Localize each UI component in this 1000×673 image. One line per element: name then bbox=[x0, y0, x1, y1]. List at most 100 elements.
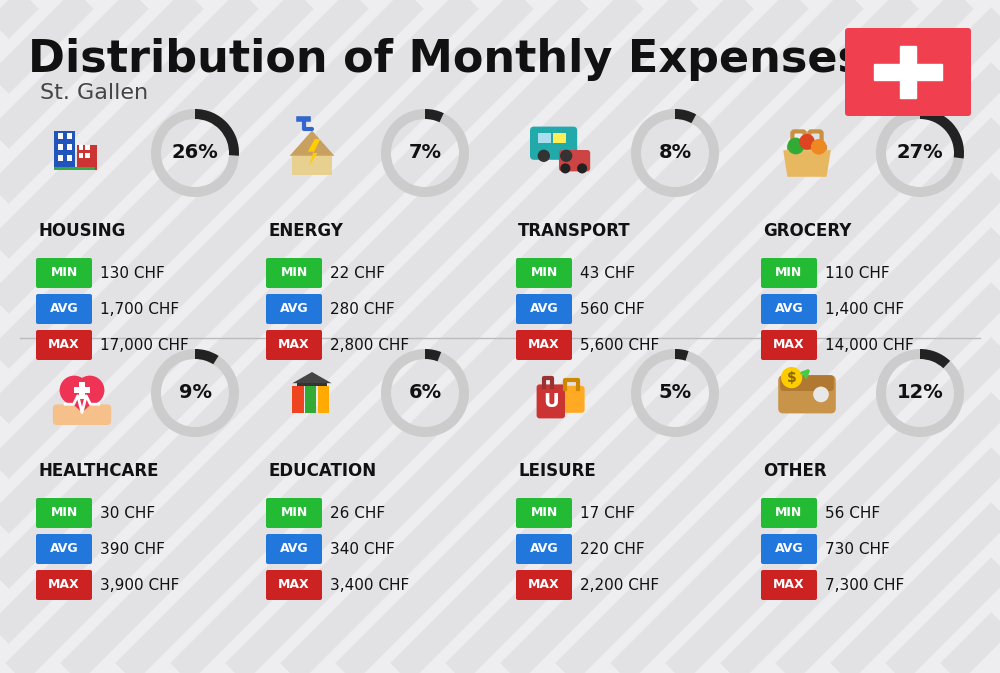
Polygon shape bbox=[308, 139, 320, 166]
Text: U: U bbox=[543, 392, 559, 411]
Bar bbox=[58, 144, 63, 150]
Text: 7,300 CHF: 7,300 CHF bbox=[825, 577, 904, 592]
Text: GROCERY: GROCERY bbox=[763, 222, 851, 240]
Text: 2,800 CHF: 2,800 CHF bbox=[330, 337, 409, 353]
Text: 17 CHF: 17 CHF bbox=[580, 505, 635, 520]
Wedge shape bbox=[631, 109, 719, 197]
Text: 1,700 CHF: 1,700 CHF bbox=[100, 302, 179, 316]
Bar bbox=[79, 145, 83, 149]
Circle shape bbox=[799, 134, 815, 149]
FancyBboxPatch shape bbox=[530, 127, 577, 160]
Wedge shape bbox=[425, 349, 441, 361]
FancyBboxPatch shape bbox=[516, 570, 572, 600]
FancyBboxPatch shape bbox=[516, 330, 572, 360]
Bar bbox=[292, 156, 332, 176]
Text: 9%: 9% bbox=[178, 384, 212, 402]
Circle shape bbox=[538, 149, 550, 162]
Text: AVG: AVG bbox=[775, 542, 803, 555]
Bar bbox=[67, 144, 72, 150]
Text: 5,600 CHF: 5,600 CHF bbox=[580, 337, 659, 353]
FancyBboxPatch shape bbox=[516, 258, 572, 288]
Text: MIN: MIN bbox=[50, 267, 78, 279]
Text: 26 CHF: 26 CHF bbox=[330, 505, 385, 520]
Text: AVG: AVG bbox=[50, 302, 78, 316]
Text: MAX: MAX bbox=[773, 339, 805, 351]
Text: MAX: MAX bbox=[528, 339, 560, 351]
Wedge shape bbox=[381, 109, 469, 197]
FancyBboxPatch shape bbox=[53, 404, 111, 425]
Text: EDUCATION: EDUCATION bbox=[268, 462, 376, 480]
Bar bbox=[538, 133, 551, 143]
Text: MAX: MAX bbox=[528, 579, 560, 592]
FancyBboxPatch shape bbox=[845, 28, 971, 116]
Text: MIN: MIN bbox=[530, 507, 558, 520]
Bar bbox=[85, 145, 90, 149]
FancyBboxPatch shape bbox=[36, 570, 92, 600]
FancyBboxPatch shape bbox=[559, 386, 585, 413]
FancyBboxPatch shape bbox=[761, 498, 817, 528]
Text: St. Gallen: St. Gallen bbox=[40, 83, 148, 103]
Bar bbox=[58, 155, 63, 162]
Text: MIN: MIN bbox=[775, 507, 803, 520]
Text: 12%: 12% bbox=[897, 384, 943, 402]
Text: MAX: MAX bbox=[278, 579, 310, 592]
FancyBboxPatch shape bbox=[36, 330, 92, 360]
FancyBboxPatch shape bbox=[761, 294, 817, 324]
Bar bbox=[79, 153, 83, 158]
Text: 27%: 27% bbox=[897, 143, 943, 162]
Bar bbox=[318, 386, 329, 413]
Wedge shape bbox=[675, 109, 696, 123]
Wedge shape bbox=[675, 349, 689, 361]
Text: 3,900 CHF: 3,900 CHF bbox=[100, 577, 179, 592]
Polygon shape bbox=[292, 372, 332, 383]
Wedge shape bbox=[876, 109, 964, 197]
Bar bbox=[54, 167, 95, 170]
Text: MAX: MAX bbox=[48, 339, 80, 351]
Text: 2,200 CHF: 2,200 CHF bbox=[580, 577, 659, 592]
Wedge shape bbox=[381, 349, 469, 437]
Bar bbox=[292, 386, 304, 413]
Bar bbox=[74, 388, 90, 393]
Bar bbox=[58, 133, 63, 139]
FancyBboxPatch shape bbox=[266, 294, 322, 324]
Bar bbox=[305, 386, 316, 413]
Bar bbox=[79, 382, 85, 398]
FancyBboxPatch shape bbox=[266, 534, 322, 564]
Text: 8%: 8% bbox=[658, 143, 692, 162]
Wedge shape bbox=[876, 349, 964, 437]
Text: ENERGY: ENERGY bbox=[268, 222, 343, 240]
Text: 6%: 6% bbox=[408, 384, 442, 402]
Bar bbox=[67, 155, 72, 162]
Text: 110 CHF: 110 CHF bbox=[825, 266, 890, 281]
Circle shape bbox=[781, 367, 802, 388]
FancyBboxPatch shape bbox=[36, 294, 92, 324]
Text: 43 CHF: 43 CHF bbox=[580, 266, 635, 281]
Text: MIN: MIN bbox=[775, 267, 803, 279]
Wedge shape bbox=[631, 349, 719, 437]
Text: MIN: MIN bbox=[50, 507, 78, 520]
Text: 26%: 26% bbox=[172, 143, 218, 162]
Text: 730 CHF: 730 CHF bbox=[825, 542, 890, 557]
Text: 30 CHF: 30 CHF bbox=[100, 505, 155, 520]
Circle shape bbox=[813, 386, 829, 402]
Wedge shape bbox=[920, 109, 964, 159]
Text: HOUSING: HOUSING bbox=[38, 222, 125, 240]
FancyBboxPatch shape bbox=[559, 150, 590, 172]
FancyBboxPatch shape bbox=[761, 570, 817, 600]
Circle shape bbox=[60, 376, 89, 404]
FancyBboxPatch shape bbox=[36, 498, 92, 528]
FancyBboxPatch shape bbox=[761, 258, 817, 288]
FancyBboxPatch shape bbox=[537, 384, 565, 419]
Text: AVG: AVG bbox=[775, 302, 803, 316]
Text: HEALTHCARE: HEALTHCARE bbox=[38, 462, 158, 480]
Text: AVG: AVG bbox=[530, 542, 558, 555]
Text: 22 CHF: 22 CHF bbox=[330, 266, 385, 281]
FancyBboxPatch shape bbox=[36, 534, 92, 564]
Bar bbox=[900, 46, 916, 98]
Text: 3,400 CHF: 3,400 CHF bbox=[330, 577, 409, 592]
Text: 220 CHF: 220 CHF bbox=[580, 542, 645, 557]
Text: 5%: 5% bbox=[658, 384, 692, 402]
FancyBboxPatch shape bbox=[516, 534, 572, 564]
FancyBboxPatch shape bbox=[761, 534, 817, 564]
Bar bbox=[54, 131, 75, 170]
